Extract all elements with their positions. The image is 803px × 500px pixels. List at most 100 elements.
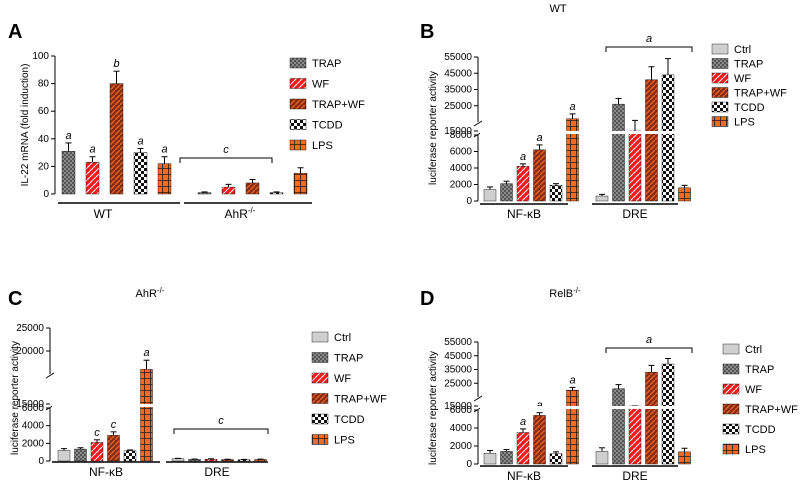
panel-d-bar-tcdd (661, 363, 675, 465)
panel-b-legend-swatch-wf (711, 72, 729, 84)
panel-c-legend-label: TCDD (334, 414, 365, 426)
panel-d-axis-break (473, 395, 483, 402)
panel-c-break-band (52, 404, 272, 407)
panel-b-legend-label: TCDD (734, 102, 765, 114)
panel-c-bar-wf (204, 459, 218, 462)
panel-b-legend-label: WF (734, 73, 751, 85)
panel-a-legend-swatch-tcdd (289, 119, 307, 130)
panel-b-break-band (480, 131, 680, 134)
panel-a-sig-label: a (65, 130, 71, 142)
panel-a-ytick-label: 20 (38, 161, 50, 172)
panel-a-group-label: WT (94, 207, 113, 221)
panel-c-bracket-sig: c (218, 415, 224, 427)
panel-d-bar-trapwf (645, 372, 658, 465)
panel-c-legend-swatch-lps (311, 434, 329, 445)
panel-a-group-label: AhR-/- (225, 206, 256, 221)
panel-c-ytick-label: 20000 (16, 346, 44, 357)
panel-a-ytick-label: 60 (38, 106, 50, 117)
panel-a-ytick-label: 0 (43, 189, 49, 200)
panel-d-sig-label: a (569, 374, 575, 386)
panel-d-bar-lps (678, 451, 691, 465)
panel-c-legend-label: TRAP (334, 353, 363, 365)
panel-a-sig-label: b (113, 58, 119, 70)
panel-c-ytick-label: 6000 (22, 403, 45, 414)
panel-b-legend-label: TRAP+WF (734, 88, 787, 100)
panel-b-sig-label: a (569, 101, 575, 113)
panel-c-group-label: DRE (204, 465, 229, 479)
panel-c-ytick-label: 25000 (16, 323, 44, 334)
panel-a-ylabel: IL-22 mRNA (fold induction) (20, 64, 31, 187)
panel-a-bar-trapwf (109, 83, 124, 195)
panel-c-legend-swatch-tcdd (311, 413, 329, 425)
panel-c-bar-ctrl (57, 450, 71, 462)
panel-label-c: C (8, 288, 22, 310)
panel-b-legend-swatch-lps (711, 116, 729, 127)
panel-c-ytick-label: 15000 (16, 399, 44, 410)
panel-b-bar-wf (516, 166, 530, 202)
panel-d-legend-swatch-ctrl (722, 343, 740, 355)
panel-label-d: D (420, 288, 434, 310)
panel-c-legend-label: TRAP+WF (334, 394, 387, 406)
panel-a-bar-lps (157, 163, 172, 195)
panel-a-sig-label: a (161, 144, 167, 156)
panel-d-ytick-label: 2000 (450, 441, 473, 452)
panel-c-sig-label: c (94, 427, 100, 439)
panel-d-ylabel: luciferase reporter activity (428, 351, 439, 465)
panel-b-legend-swatch-trap (711, 58, 729, 69)
panel-label-b: B (420, 21, 434, 43)
panel-a-sig-label: a (137, 135, 143, 147)
panel-a-legend-label: TCDD (312, 120, 343, 132)
panel-a-bar-tcdd (133, 152, 148, 195)
panel-a-ytick-label: 100 (32, 51, 49, 62)
panel-c-bar-tcdd (123, 450, 137, 462)
panel-b-ytick-label: 55000 (444, 52, 472, 63)
panel-b-ytick-label: 2000 (450, 180, 473, 191)
panel-a-sig-label: a (89, 144, 95, 156)
panel-b-ytick-label: 8000 (450, 130, 473, 141)
panel-d-ytick-label: 0 (466, 459, 472, 470)
panel-a-legend-label: TRAP (312, 58, 341, 70)
panel-d-ytick-label: 4000 (450, 423, 473, 434)
panel-b-bar-trap (612, 103, 625, 202)
panel-b-legend-swatch-ctrl (711, 43, 729, 55)
panel-d-sig-label: a (536, 400, 542, 412)
panel-a-legend-swatch-wf (289, 78, 307, 89)
panel-d-legend-swatch-tcdd (722, 423, 740, 435)
panel-b-sig-label: a (520, 151, 526, 163)
panel-b-legend-label: Ctrl (734, 44, 751, 56)
panel-c-bar-wf (90, 442, 104, 462)
panel-c-bar-trap (188, 459, 201, 462)
panel-d-ytick-label: 6000 (450, 405, 473, 416)
panel-a-bar-wf (85, 162, 100, 195)
panel-d-bar-wf (628, 405, 642, 465)
panel-c-bar-trapwf (107, 435, 120, 462)
panel-c-legend-swatch-wf (311, 372, 329, 384)
panel-b-legend-label: TRAP (734, 59, 763, 71)
panel-a-ytick-label: 40 (38, 134, 50, 145)
panel-d-bar-trap (612, 388, 625, 465)
panel-a-bar-lps (293, 173, 308, 195)
panel-b-ytick-label: 4000 (450, 163, 473, 174)
panel-a-legend-swatch-lps (289, 139, 307, 151)
panel-d-legend-label: TRAP (745, 364, 774, 376)
panel-c-legend-label: LPS (334, 435, 355, 447)
panel-c-bar-ctrl (171, 458, 185, 462)
panel-c-legend-swatch-ctrl (311, 331, 329, 343)
panel-c-title: AhR-/- (136, 286, 165, 300)
panel-a-bar-tcdd (269, 192, 284, 195)
panel-c-ytick-label: 0 (38, 456, 44, 467)
panel-b-ytick-label: 0 (466, 196, 472, 207)
panel-d-bracket-sig: a (646, 334, 652, 346)
panel-c-legend-label: WF (334, 373, 351, 385)
panel-b-ytick-label: 35000 (444, 85, 472, 96)
panel-b-ytick-label: 45000 (444, 68, 472, 79)
panel-b-axis-break (473, 120, 483, 127)
panel-d-ytick-label: 15000 (444, 401, 472, 412)
panel-d-legend-label: LPS (745, 444, 766, 456)
panel-b-legend-swatch-tcdd (711, 101, 729, 113)
panel-c-axis-break (45, 372, 55, 379)
panel-d-legend-swatch-trap (722, 363, 740, 375)
panel-b-title: WT (549, 3, 566, 15)
panel-a-ytick-label: 80 (38, 79, 50, 90)
panel-b-group-label: NF-κB (507, 207, 541, 221)
